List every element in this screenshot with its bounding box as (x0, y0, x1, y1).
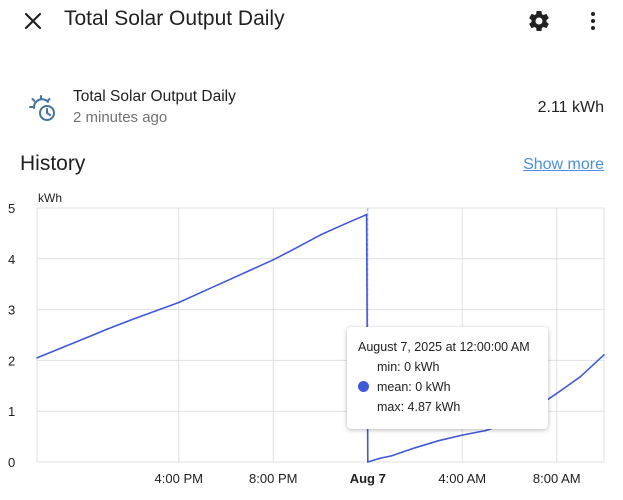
series-point (36, 357, 38, 359)
y-axis-unit-label: kWh (38, 191, 62, 205)
chart-tooltip: August 7, 2025 at 12:00:00 AM min: 0 kWh… (347, 327, 548, 429)
show-more-link[interactable]: Show more (523, 156, 604, 173)
series-point (378, 457, 381, 460)
series-point (390, 455, 393, 457)
series-point (107, 328, 109, 330)
x-tick-label: 4:00 AM (438, 471, 486, 486)
series-point (366, 461, 369, 463)
series-point (177, 301, 180, 304)
series-point (225, 280, 227, 282)
series-point (319, 234, 322, 236)
series-point (248, 269, 251, 272)
close-button[interactable] (16, 6, 50, 36)
y-tick-label: 1 (8, 404, 15, 419)
y-tick-label: 4 (8, 252, 15, 267)
solar-clock-icon (29, 95, 55, 121)
tooltip-min: min: 0 kWh (377, 360, 440, 374)
series-point (355, 218, 357, 220)
tooltip-date: August 7, 2025 at 12:00:00 AM (358, 340, 530, 354)
series-point (83, 337, 86, 340)
series-point (365, 213, 368, 216)
entity-state-value: 2.11 kWh (537, 99, 604, 116)
x-tick-label: 4:00 PM (155, 471, 203, 486)
close-icon (24, 12, 42, 30)
history-heading: History (20, 152, 86, 175)
series-point (296, 246, 298, 249)
more-options-button[interactable] (578, 6, 608, 36)
entity-name: Total Solar Output Daily (73, 88, 236, 105)
dots-vertical-icon (591, 12, 595, 30)
tooltip-mean: mean: 0 kWh (377, 380, 451, 394)
tooltip-max: max: 4.87 kWh (377, 400, 461, 414)
series-point (555, 392, 558, 395)
series-point (414, 446, 416, 449)
dialog-title: Total Solar Output Daily (64, 7, 285, 30)
gear-icon (529, 11, 549, 31)
y-tick-label: 5 (8, 201, 15, 216)
x-tick-label: 8:00 PM (249, 471, 297, 486)
settings-button[interactable] (524, 6, 554, 36)
series-point (343, 223, 345, 226)
y-tick-label: 2 (8, 353, 15, 368)
series-point (485, 429, 487, 432)
x-tick-label: Aug 7 (350, 471, 386, 486)
series-point (579, 375, 582, 378)
entity-last-changed: 2 minutes ago (73, 109, 168, 126)
series-point (59, 347, 62, 350)
series-point (461, 434, 464, 436)
y-tick-label: 3 (8, 303, 15, 318)
tooltip-series-marker (358, 381, 369, 392)
series-point (201, 291, 204, 293)
series-point (272, 259, 275, 261)
x-tick-label: 8:00 AM (533, 471, 581, 486)
y-tick-label: 0 (8, 455, 15, 470)
entity-row: Total Solar Output Daily 2 minutes ago 2… (0, 84, 623, 134)
series-point (603, 354, 605, 356)
series-point (130, 318, 133, 321)
series-point (154, 310, 156, 312)
series-point (437, 439, 440, 442)
